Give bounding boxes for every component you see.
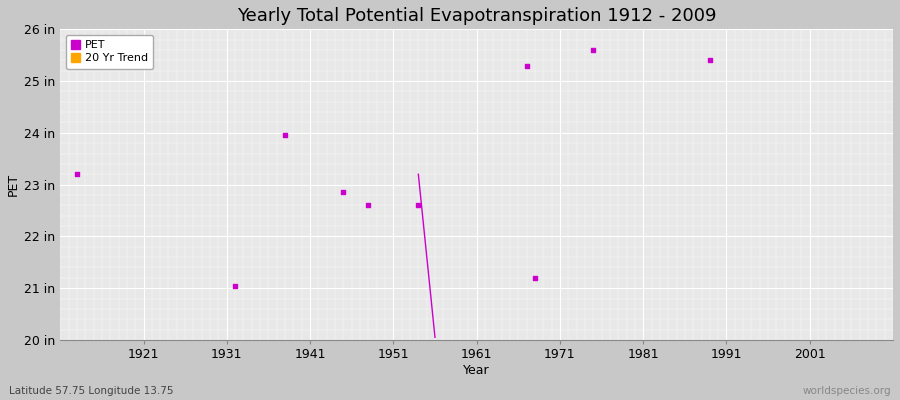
Point bbox=[586, 47, 600, 53]
X-axis label: Year: Year bbox=[464, 364, 490, 377]
Y-axis label: PET: PET bbox=[7, 173, 20, 196]
Legend: PET, 20 Yr Trend: PET, 20 Yr Trend bbox=[66, 35, 153, 69]
Text: Latitude 57.75 Longitude 13.75: Latitude 57.75 Longitude 13.75 bbox=[9, 386, 174, 396]
Point bbox=[337, 189, 351, 196]
Point bbox=[527, 275, 542, 281]
Point bbox=[278, 132, 293, 139]
Title: Yearly Total Potential Evapotranspiration 1912 - 2009: Yearly Total Potential Evapotranspiratio… bbox=[237, 7, 716, 25]
Point bbox=[411, 202, 426, 208]
Point bbox=[361, 202, 375, 208]
Point bbox=[703, 57, 717, 64]
Point bbox=[228, 282, 242, 289]
Point bbox=[519, 62, 534, 69]
Point bbox=[69, 171, 84, 178]
Text: worldspecies.org: worldspecies.org bbox=[803, 386, 891, 396]
